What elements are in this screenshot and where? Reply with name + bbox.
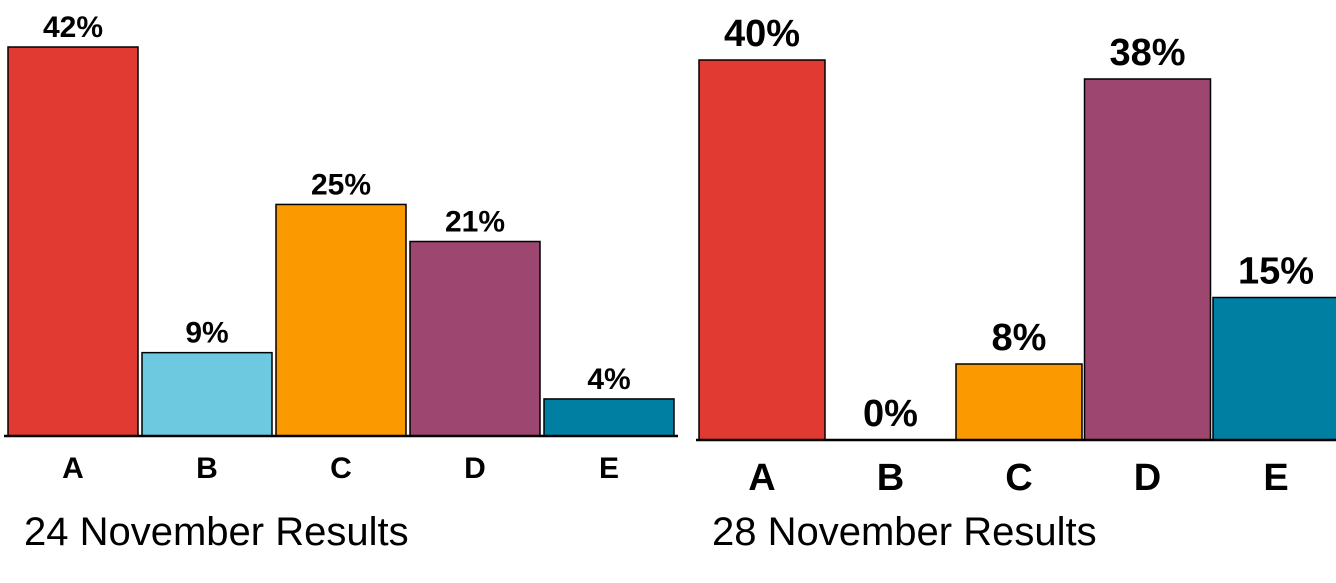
category-label: C: [330, 452, 352, 485]
chart-28-november: 40% A 0% B 8% C 38% D 15% E 28 November Results: [690, 0, 1336, 583]
data-label: 38%: [1109, 32, 1185, 74]
category-label: A: [748, 457, 775, 499]
bar-d: [409, 240, 541, 437]
category-label: B: [877, 457, 904, 499]
data-label: 21%: [445, 206, 505, 239]
chart-title: 28 November Results: [712, 510, 1097, 554]
data-label: 0%: [863, 393, 918, 435]
chart-24-november: 42% A 9% B 25% C 21% D 4% E 24 November Results: [4, 11, 678, 554]
data-label: 25%: [311, 168, 371, 201]
category-label: E: [599, 452, 619, 485]
category-label: A: [62, 452, 84, 485]
bar-b: [141, 351, 273, 437]
data-label: 15%: [1238, 251, 1314, 293]
category-label: D: [1134, 457, 1161, 499]
bar-chart-28-november: 40% A 0% B 8% C 38% D 15% E: [696, 13, 1336, 499]
category-label: B: [196, 452, 218, 485]
bar-chart-24-november: 42% A 9% B 25% C 21% D 4% E: [4, 11, 678, 485]
bar-d: [1083, 78, 1212, 441]
category-label: D: [464, 452, 486, 485]
chart-title: 24 November Results: [24, 510, 409, 554]
data-label: 40%: [724, 13, 800, 55]
bar-c: [275, 203, 407, 437]
data-label: 42%: [43, 11, 103, 44]
bar-c: [955, 363, 1083, 441]
category-label: E: [1263, 457, 1288, 499]
bar-e: [543, 398, 675, 437]
data-label: 4%: [587, 363, 630, 396]
bar-e: [1212, 296, 1336, 441]
data-label: 9%: [185, 317, 228, 350]
bar-a: [7, 46, 139, 437]
data-label: 8%: [992, 317, 1047, 359]
bar-a: [698, 59, 826, 441]
category-label: C: [1005, 457, 1032, 499]
